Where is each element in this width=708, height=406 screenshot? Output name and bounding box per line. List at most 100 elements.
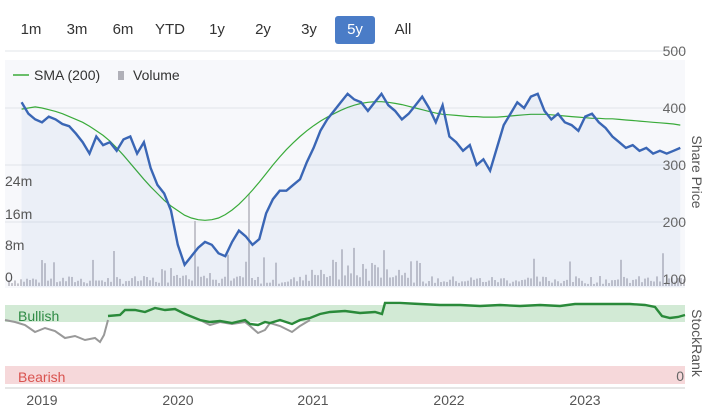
volume-bar <box>314 274 316 286</box>
volume-bar <box>638 276 640 286</box>
volume-bar <box>320 269 322 286</box>
volume-bar <box>620 259 622 286</box>
bearish-label: Bearish <box>18 369 65 385</box>
volume-bar <box>272 279 274 286</box>
volume-bar <box>350 273 352 286</box>
volume-bar <box>566 279 568 286</box>
price-tick: 300 <box>663 157 687 173</box>
volume-bar <box>200 276 202 286</box>
volume-bar <box>311 269 313 286</box>
price-tick: 500 <box>663 43 687 59</box>
range-button-all[interactable]: All <box>394 21 412 38</box>
price-grid <box>5 50 685 223</box>
volume-bar <box>323 274 325 286</box>
volume-bar <box>296 281 298 286</box>
volume-bar <box>530 278 532 286</box>
volume-bar <box>107 278 109 286</box>
volume-bar <box>203 275 205 286</box>
sma-legend-label[interactable]: SMA (200) <box>34 67 100 83</box>
price-line <box>20 91 681 268</box>
volume-bar <box>554 279 556 286</box>
volume-bar <box>236 276 238 286</box>
range-button-ytd[interactable]: YTD <box>155 21 185 38</box>
volume-bar <box>215 279 217 286</box>
volume-bar <box>590 277 592 286</box>
volume-bar <box>260 283 262 286</box>
range-button-5y[interactable]: 5y <box>335 16 375 44</box>
volume-bar <box>146 277 148 286</box>
volume-bar <box>50 278 52 286</box>
volume-bar <box>68 276 70 286</box>
volume-bar <box>356 275 358 286</box>
volume-bar <box>191 280 193 286</box>
volume-bar <box>149 280 151 286</box>
volume-bar <box>680 278 682 286</box>
volume-bar <box>380 277 382 286</box>
volume-bar <box>395 275 397 286</box>
stockrank-axis-label: StockRank <box>689 309 705 378</box>
volume-legend-label[interactable]: Volume <box>133 67 180 83</box>
volume-bar <box>251 277 253 286</box>
volume-bar <box>560 283 562 286</box>
volume-bar <box>515 280 517 286</box>
volume-bar <box>38 282 40 286</box>
volume-bar <box>326 277 328 286</box>
stockrank-line-bullish <box>107 301 686 327</box>
range-button-1m[interactable]: 1m <box>20 21 42 38</box>
range-button-6m[interactable]: 6m <box>112 21 134 38</box>
volume-bar <box>431 276 433 286</box>
range-button-1y[interactable]: 1y <box>209 21 225 38</box>
volume-bar <box>83 282 85 286</box>
volume-bar <box>104 281 106 286</box>
volume-bar <box>440 282 442 286</box>
volume-bar <box>383 250 385 286</box>
volume-bar <box>470 277 472 286</box>
volume-bar <box>347 265 349 286</box>
volume-bar <box>518 281 520 286</box>
volume-bar <box>155 281 157 286</box>
volume-bar <box>446 281 448 286</box>
volume-bar <box>677 277 679 286</box>
volume-bar <box>365 268 367 286</box>
volume-bar <box>479 278 481 286</box>
volume-bar <box>128 280 130 286</box>
volume-bar <box>170 268 172 286</box>
sma-line <box>21 101 681 221</box>
volume-bar <box>506 280 508 286</box>
volume-bar <box>74 282 76 286</box>
volume-bar <box>122 283 124 286</box>
volume-bar <box>227 254 229 286</box>
volume-bar <box>179 277 181 286</box>
volume-bar <box>233 278 235 286</box>
range-button-3m[interactable]: 3m <box>66 21 88 38</box>
volume-bar <box>542 276 544 286</box>
volume-bar <box>308 280 310 286</box>
volume-bar <box>575 276 577 286</box>
volume-bar <box>617 279 619 286</box>
volume-bar <box>629 282 631 286</box>
volume-bar <box>443 281 445 286</box>
volume-bar <box>377 267 379 286</box>
volume-bar <box>23 281 25 286</box>
volume-bar <box>512 281 514 286</box>
volume-bar <box>449 279 451 286</box>
volume-bar <box>476 278 478 286</box>
volume-bar <box>284 282 286 286</box>
volume-bar <box>467 280 469 286</box>
volume-bar <box>80 278 82 286</box>
volume-bar <box>674 281 676 286</box>
time-axis: 2019 2020 2021 2022 2023 <box>5 387 685 406</box>
range-button-2y[interactable]: 2y <box>255 21 271 38</box>
range-button-3y[interactable]: 3y <box>301 21 317 38</box>
volume-bar <box>641 282 643 286</box>
volume-bar <box>563 280 565 286</box>
volume-bar <box>488 280 490 286</box>
volume-bar <box>11 283 13 286</box>
volume-bar <box>659 281 661 286</box>
volume-bar <box>53 262 55 286</box>
volume-bar <box>143 276 145 286</box>
volume-bar <box>89 280 91 286</box>
volume-bar <box>341 249 343 286</box>
volume-bar <box>536 276 538 286</box>
